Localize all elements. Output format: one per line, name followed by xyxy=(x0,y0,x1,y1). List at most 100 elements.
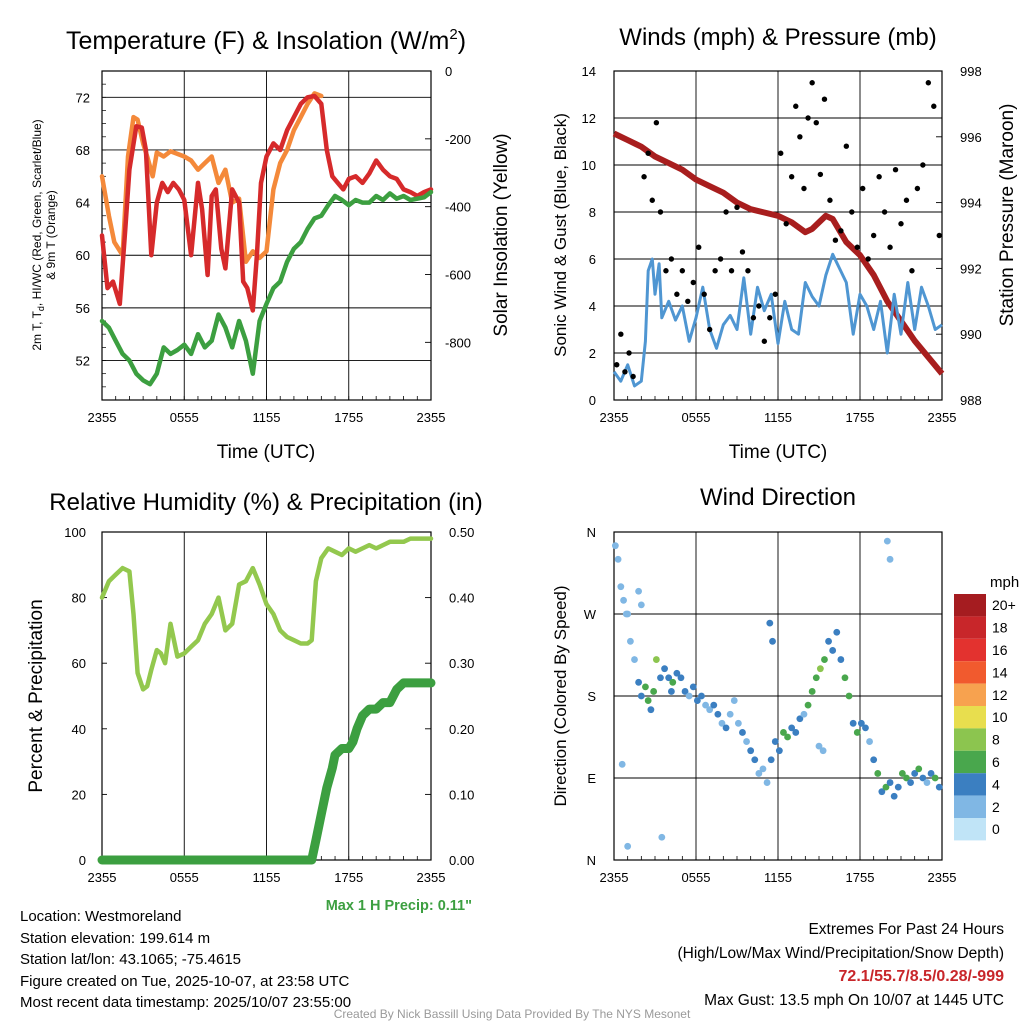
direction-point xyxy=(935,783,943,791)
humidity-y2tick-label: 0.10 xyxy=(449,787,474,802)
humidity-ytick-label: 0 xyxy=(79,853,86,868)
direction-point xyxy=(883,537,891,545)
wind-gust-point xyxy=(931,103,937,109)
direction-point xyxy=(841,674,849,682)
temperature-y2tick-label: -200 xyxy=(445,132,471,147)
direction-point xyxy=(614,555,622,563)
direction-point xyxy=(624,842,632,850)
direction-point xyxy=(911,770,919,777)
direction-point xyxy=(647,706,655,714)
direction-point xyxy=(853,729,861,736)
direction-ytick-label: E xyxy=(587,771,596,786)
direction-point xyxy=(907,779,914,786)
temperature-y2tick-label: 0 xyxy=(445,64,452,79)
direction-ytick-label: S xyxy=(587,689,596,704)
legend-label: 16 xyxy=(992,642,1008,658)
wind-gust-point xyxy=(898,221,904,227)
direction-point xyxy=(870,756,878,764)
humidity-ytick-label: 20 xyxy=(72,787,86,802)
winds-y2tick-label: 996 xyxy=(960,130,982,145)
temperature-ytick-label: 72 xyxy=(76,90,90,105)
humidity-series-1 xyxy=(97,678,436,865)
wind-gust-point xyxy=(739,249,746,255)
wind-gust-point xyxy=(778,150,784,156)
wind-gust-point xyxy=(663,268,669,274)
wind-gust-point xyxy=(860,185,866,192)
wind-gust-point xyxy=(728,268,735,274)
direction-point xyxy=(931,774,939,782)
direction-point xyxy=(673,669,681,677)
direction-point xyxy=(689,683,697,691)
wind-gust-point xyxy=(668,256,675,262)
legend-swatch xyxy=(954,661,986,684)
direction-point xyxy=(771,738,779,745)
station-location: Location: Westmoreland xyxy=(20,908,182,925)
wind-gust-point xyxy=(854,244,860,250)
direction-point xyxy=(739,729,746,736)
winds-y2tick-label: 998 xyxy=(960,64,982,79)
wind-gust-point xyxy=(657,209,664,215)
direction-point xyxy=(927,770,935,777)
humidity-y2tick-label: 0.40 xyxy=(449,591,474,606)
wind-gust-point xyxy=(849,209,855,215)
legend-swatch xyxy=(954,773,986,796)
winds-xtick-label: 0555 xyxy=(682,410,711,425)
wind-gust-point xyxy=(614,362,620,368)
winds-ytick-label: 8 xyxy=(589,205,596,220)
winds-y2tick-label: 994 xyxy=(960,196,982,211)
direction-point xyxy=(618,760,626,768)
direction-xtick-label: 2355 xyxy=(600,870,629,885)
direction-point xyxy=(845,692,853,700)
legend-label: 0 xyxy=(992,821,1000,837)
legend-label: 10 xyxy=(992,709,1008,725)
direction-point xyxy=(784,733,791,741)
temperature-xlabel: Time (UTC) xyxy=(217,442,316,463)
ylabel-subscript: d xyxy=(36,306,46,311)
direction-point xyxy=(631,656,638,663)
direction-point xyxy=(730,697,738,704)
wind-gust-point xyxy=(622,369,628,375)
humidity-y2tick-label: 0.20 xyxy=(449,722,474,737)
direction-point xyxy=(755,770,763,777)
winds-ytick-label: 10 xyxy=(582,158,596,173)
temperature-xtick-label: 1755 xyxy=(334,410,363,425)
direction-point xyxy=(829,647,837,654)
wind-gust-point xyxy=(745,268,751,274)
extremes-values: 72.1/55.7/8.5/0.28/-999 xyxy=(838,968,1004,985)
recent-timestamp: Most recent data timestamp: 2025/10/07 2… xyxy=(20,994,352,1011)
temperature-ylabel-right: Solar Insolation (Yellow) xyxy=(491,133,512,336)
wind-gust-point xyxy=(712,268,718,274)
legend-swatch xyxy=(954,616,986,639)
wind-gust-point xyxy=(783,221,789,227)
direction-point xyxy=(681,688,689,695)
wind-gust-point xyxy=(734,204,740,210)
direction-point xyxy=(886,555,894,563)
wind-gust-point xyxy=(767,315,773,321)
extremes-subtitle: (High/Low/Max Wind/Precipitation/Snow De… xyxy=(677,944,1005,962)
wind-gust-point xyxy=(653,120,660,126)
legend-label: 14 xyxy=(992,664,1008,680)
humidity-ytick-label: 100 xyxy=(64,525,86,540)
wind-gust-point xyxy=(701,291,707,297)
direction-point xyxy=(747,747,755,755)
direction-point xyxy=(652,656,660,663)
direction-point xyxy=(635,678,642,686)
legend-swatch xyxy=(954,706,986,729)
humidity-y2tick-label: 0.30 xyxy=(449,656,474,671)
direction-point xyxy=(775,747,783,755)
direction-point xyxy=(685,692,693,700)
legend-swatch xyxy=(954,818,986,841)
direction-point xyxy=(637,692,645,700)
humidity-series-0 xyxy=(99,536,434,692)
direction-point xyxy=(617,583,625,591)
wind-gust-point xyxy=(706,326,713,333)
wind-gust-point xyxy=(772,291,778,297)
direction-point xyxy=(878,788,886,796)
winds-ytick-label: 2 xyxy=(589,346,596,361)
direction-point xyxy=(857,719,865,727)
winds-ytick-label: 6 xyxy=(589,252,596,267)
direction-point xyxy=(726,710,734,718)
winds-ytick-label: 4 xyxy=(589,299,596,314)
direction-point xyxy=(849,719,857,727)
wind-gust-point xyxy=(832,237,839,243)
